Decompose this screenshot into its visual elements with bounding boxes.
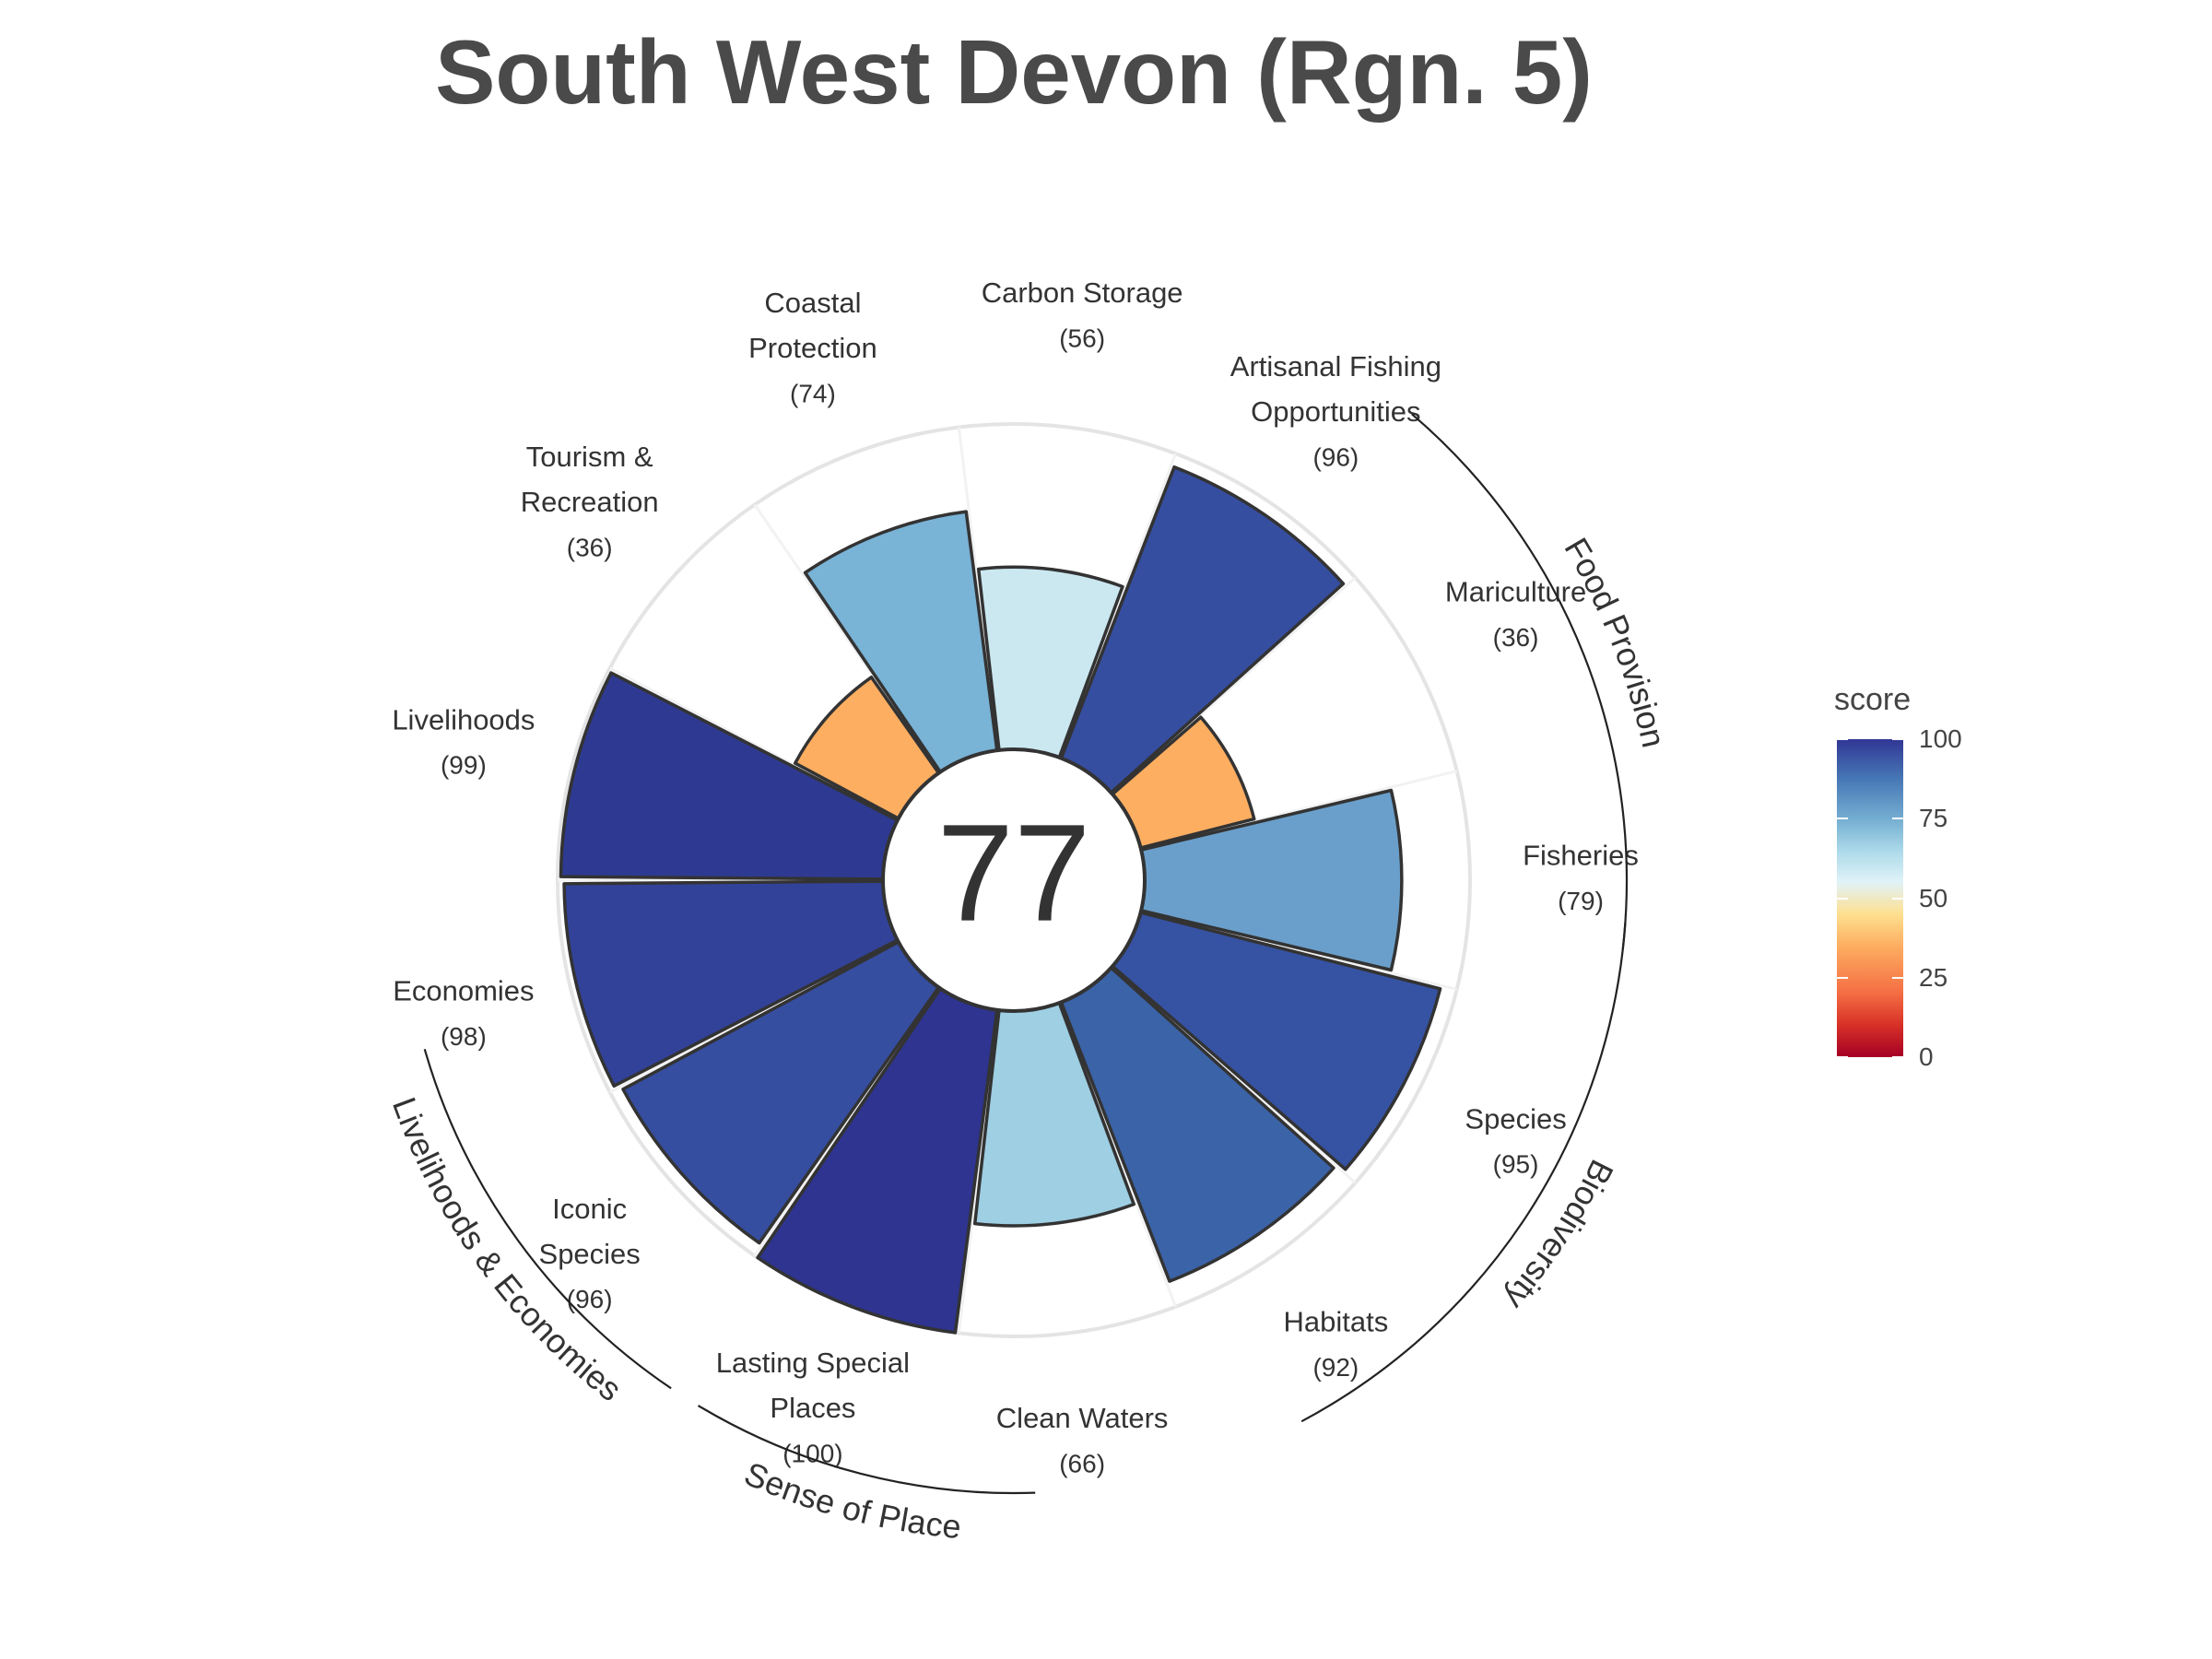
petal-label-text: Iconic Species [539, 1193, 641, 1270]
petal-score-label: (96) [567, 1285, 613, 1313]
supragoal-arc [697, 1405, 1036, 1495]
legend-tick-mark [1892, 818, 1903, 820]
petal-group [559, 465, 1442, 1335]
petal-score-label: (99) [441, 751, 487, 780]
petal-label: Coastal Protection (74) [748, 287, 877, 407]
legend-tick-mark [1837, 818, 1848, 820]
legend-tick-mark [1837, 738, 1848, 740]
supragoal-label: Food Provision [1557, 531, 1673, 750]
petal-label-text: Artisanal Fishing Opportunities [1230, 350, 1441, 428]
petal-score-label: (66) [1059, 1449, 1105, 1477]
supragoal-arc [1411, 413, 1629, 950]
legend-title: score [1834, 682, 1912, 717]
petal-score-label: (100) [782, 1439, 842, 1467]
petal-label-text: Tourism & Recreation [521, 441, 659, 518]
center-circle [881, 747, 1147, 1013]
petal-label-text: Habitats [1283, 1306, 1388, 1338]
chart-title: South West Devon (Rgn. 5) [435, 21, 1593, 123]
petal-score-label: (96) [1312, 442, 1359, 471]
petal-label: Habitats (92) [1283, 1306, 1388, 1382]
legend-tick-label: 75 [1919, 804, 1948, 833]
petal-label: Lasting Special Places (100) [716, 1347, 910, 1467]
petal-score-label: (36) [1493, 623, 1539, 652]
legend-tick-mark [1892, 897, 1903, 900]
petal-label-text: Coastal Protection [748, 287, 877, 364]
supragoal-arc [1300, 923, 1627, 1423]
petal-label: Tourism & Recreation (36) [521, 441, 659, 561]
petal-label-text: Livelihoods [392, 704, 535, 736]
petal-score-label: (56) [1059, 324, 1105, 352]
legend-tick-label: 25 [1919, 962, 1948, 992]
petal-label-text: Fisheries [1523, 840, 1639, 872]
petal-label: Livelihoods (99) [392, 704, 535, 780]
legend-tick-label: 0 [1919, 1042, 1934, 1071]
petal-label-text: Mariculture [1445, 576, 1586, 608]
petal-label: Artisanal Fishing Opportunities (96) [1230, 350, 1441, 471]
petal-label-text: Lasting Special Places [716, 1347, 910, 1424]
legend-tick-mark [1837, 1056, 1848, 1058]
petal-score-label: (79) [1558, 887, 1604, 915]
petal-score-label: (98) [441, 1022, 487, 1051]
petal-label: Clean Waters (66) [996, 1402, 1169, 1477]
legend-tick-label: 50 [1919, 883, 1948, 912]
petal-label-text: Species [1465, 1102, 1566, 1135]
supragoal-label: Sense of Place [739, 1454, 963, 1546]
petal-label-text: Carbon Storage [982, 276, 1183, 309]
petal-label-text: Clean Waters [996, 1402, 1169, 1434]
legend-tick-mark [1892, 1056, 1903, 1058]
petal-label-group: Fisheries (79) Mariculture (36) Artisanal Fi… [392, 276, 1639, 1477]
legend-tick-mark [1837, 897, 1848, 900]
petal-label: Species (95) [1465, 1102, 1566, 1178]
petal-label: Carbon Storage (56) [982, 276, 1183, 352]
legend-tick-mark [1837, 976, 1848, 979]
petal-score-label: (36) [567, 534, 613, 562]
petal-score-label: (92) [1312, 1353, 1359, 1382]
petal-label: Economies (98) [393, 975, 534, 1051]
petal-label: Iconic Species (96) [539, 1193, 641, 1313]
color-legend: score 100 75 50 25 0 [1834, 682, 2000, 1088]
supragoal-arc [423, 1048, 672, 1390]
petal-label: Mariculture (36) [1445, 576, 1586, 652]
petal-score-label: (74) [790, 379, 836, 407]
petal-label: Fisheries (79) [1523, 840, 1639, 915]
legend-tick-label: 100 [1919, 724, 1962, 753]
petal-score-label: (95) [1493, 1150, 1539, 1179]
center-score: 77 [937, 795, 1091, 950]
legend-tick-mark [1892, 738, 1903, 740]
petal-label-text: Economies [393, 975, 534, 1007]
legend-tick-mark [1892, 976, 1903, 979]
